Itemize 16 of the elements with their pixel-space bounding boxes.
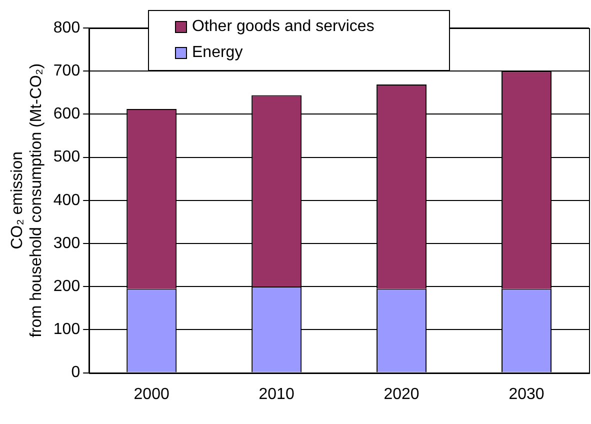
legend-label: Other goods and services — [192, 18, 374, 36]
x-tick-label: 2030 — [508, 386, 544, 403]
legend-label: Energy — [192, 44, 243, 62]
y-tick-label: 500 — [53, 148, 80, 166]
y-axis-title: CO₂ emission from household consumption (Mt-CO₂) — [9, 63, 46, 338]
x-tick-label: 2010 — [258, 386, 294, 403]
y-tick-label: 300 — [53, 234, 80, 252]
y-tick-label: 800 — [53, 19, 80, 36]
y-tick-label: 600 — [53, 106, 80, 123]
y-tick-label: 200 — [53, 278, 80, 296]
y-tick-label: 400 — [53, 192, 80, 209]
y-tick-label: 700 — [53, 62, 80, 80]
x-tick-label: 2000 — [134, 386, 170, 403]
y-tick-label: 100 — [53, 321, 80, 338]
y-tick-label: 0 — [71, 364, 80, 382]
x-tick-label: 2020 — [384, 386, 420, 403]
